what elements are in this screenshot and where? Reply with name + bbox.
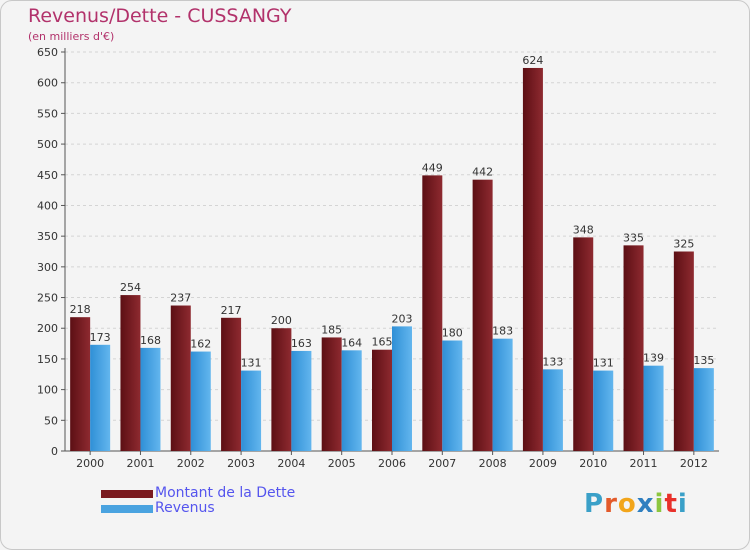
bar-dette-2006 — [372, 349, 392, 451]
data-label-revenus-2011: 139 — [643, 352, 664, 365]
bar-dette-2012 — [673, 251, 694, 451]
x-tick-label-2007: 2007 — [428, 457, 456, 470]
legend-label-revenus: Revenus — [155, 500, 215, 516]
x-tick-label-2008: 2008 — [479, 457, 507, 470]
y-tick-label: 100 — [37, 384, 58, 397]
bar-revenus-2012 — [693, 368, 714, 451]
chart-title: Revenus/Dette - CUSSANGY — [28, 5, 292, 27]
data-label-dette-2000: 218 — [70, 303, 91, 316]
logo-letter: i — [677, 489, 688, 519]
data-label-revenus-2002: 162 — [190, 338, 211, 351]
bar-revenus-2010 — [593, 370, 614, 451]
legend-label-dette: Montant de la Dette — [155, 485, 296, 501]
data-label-revenus-2001: 168 — [140, 334, 161, 347]
data-label-dette-2002: 237 — [170, 292, 191, 305]
chart-subtitle: (en milliers d'€) — [28, 30, 115, 43]
bar-dette-2009 — [522, 67, 543, 452]
y-tick-label: 500 — [37, 138, 58, 151]
x-tick-label-2010: 2010 — [579, 457, 607, 470]
x-tick-label-2004: 2004 — [277, 457, 305, 470]
bar-revenus-2011 — [643, 365, 664, 451]
y-tick-label: 400 — [37, 199, 58, 212]
data-label-dette-2001: 254 — [120, 281, 141, 294]
bar-revenus-2001 — [140, 347, 161, 451]
logo-letter: i — [654, 489, 665, 519]
y-tick-label: 150 — [37, 353, 58, 366]
x-tick-label-2001: 2001 — [126, 457, 154, 470]
x-tick-label-2002: 2002 — [177, 457, 205, 470]
data-label-revenus-2007: 180 — [442, 327, 463, 340]
data-label-revenus-2005: 164 — [341, 336, 362, 349]
x-tick-label-2005: 2005 — [328, 457, 356, 470]
data-label-dette-2010: 348 — [573, 223, 594, 236]
data-label-dette-2003: 217 — [221, 304, 242, 317]
bar-revenus-2007 — [442, 340, 463, 451]
x-tick-label-2009: 2009 — [529, 457, 557, 470]
data-label-dette-2011: 335 — [623, 231, 644, 244]
y-tick-label: 350 — [37, 230, 58, 243]
data-label-dette-2005: 185 — [321, 323, 342, 336]
bar-revenus-2006 — [392, 326, 412, 451]
proxiti-logo: Proxiti — [584, 489, 688, 519]
bar-revenus-2004 — [291, 350, 312, 451]
bar-dette-2001 — [120, 295, 141, 451]
bar-revenus-2003 — [241, 370, 262, 451]
y-tick-label: 0 — [51, 445, 58, 458]
y-tick-label: 300 — [37, 261, 58, 274]
y-tick-label: 650 — [37, 46, 58, 59]
bar-dette-2010 — [573, 237, 594, 451]
legend-swatch-revenus — [101, 505, 153, 513]
bar-dette-2004 — [271, 328, 292, 451]
bar-dette-2008 — [472, 179, 493, 451]
bar-revenus-2009 — [542, 369, 563, 451]
y-tick-label: 550 — [37, 107, 58, 120]
legend-swatch-dette — [101, 490, 153, 498]
bar-dette-2011 — [623, 245, 644, 451]
data-label-revenus-2004: 163 — [291, 337, 312, 350]
bar-revenus-2008 — [492, 338, 513, 451]
y-tick-label: 450 — [37, 169, 58, 182]
bar-dette-2005 — [321, 337, 342, 451]
y-tick-label: 200 — [37, 322, 58, 335]
x-tick-label-2011: 2011 — [630, 457, 658, 470]
data-label-revenus-2009: 133 — [542, 355, 563, 368]
bar-dette-2002 — [170, 305, 191, 451]
data-label-revenus-2010: 131 — [593, 357, 614, 370]
bar-revenus-2002 — [190, 351, 211, 451]
x-tick-label-2003: 2003 — [227, 457, 255, 470]
y-tick-label: 50 — [44, 414, 58, 427]
logo-letter: t — [664, 489, 678, 519]
x-tick-label-2012: 2012 — [680, 457, 708, 470]
x-tick-label-2006: 2006 — [378, 457, 406, 470]
bar-dette-2007 — [422, 175, 443, 452]
data-label-dette-2008: 442 — [472, 166, 493, 179]
bar-dette-2003 — [221, 317, 242, 451]
data-label-dette-2006: 165 — [372, 336, 393, 349]
data-label-dette-2012: 325 — [673, 238, 694, 251]
x-tick-label-2000: 2000 — [76, 457, 104, 470]
data-label-revenus-2012: 135 — [693, 354, 714, 367]
y-tick-label: 250 — [37, 292, 58, 305]
data-label-dette-2004: 200 — [271, 314, 292, 327]
bar-revenus-2000 — [90, 344, 111, 451]
logo-letter: P — [584, 489, 605, 519]
data-label-dette-2007: 449 — [422, 161, 443, 174]
y-tick-label: 600 — [37, 77, 58, 90]
logo-letter: x — [636, 489, 655, 519]
data-label-revenus-2006: 203 — [392, 312, 413, 325]
bar-revenus-2005 — [341, 350, 362, 451]
bar-dette-2000 — [70, 317, 91, 451]
data-label-revenus-2003: 131 — [241, 357, 262, 370]
data-label-revenus-2008: 183 — [492, 325, 513, 338]
data-label-revenus-2000: 173 — [90, 331, 111, 344]
logo-letter: o — [617, 489, 637, 519]
data-label-dette-2009: 624 — [522, 54, 543, 67]
logo-letter: r — [604, 489, 618, 519]
